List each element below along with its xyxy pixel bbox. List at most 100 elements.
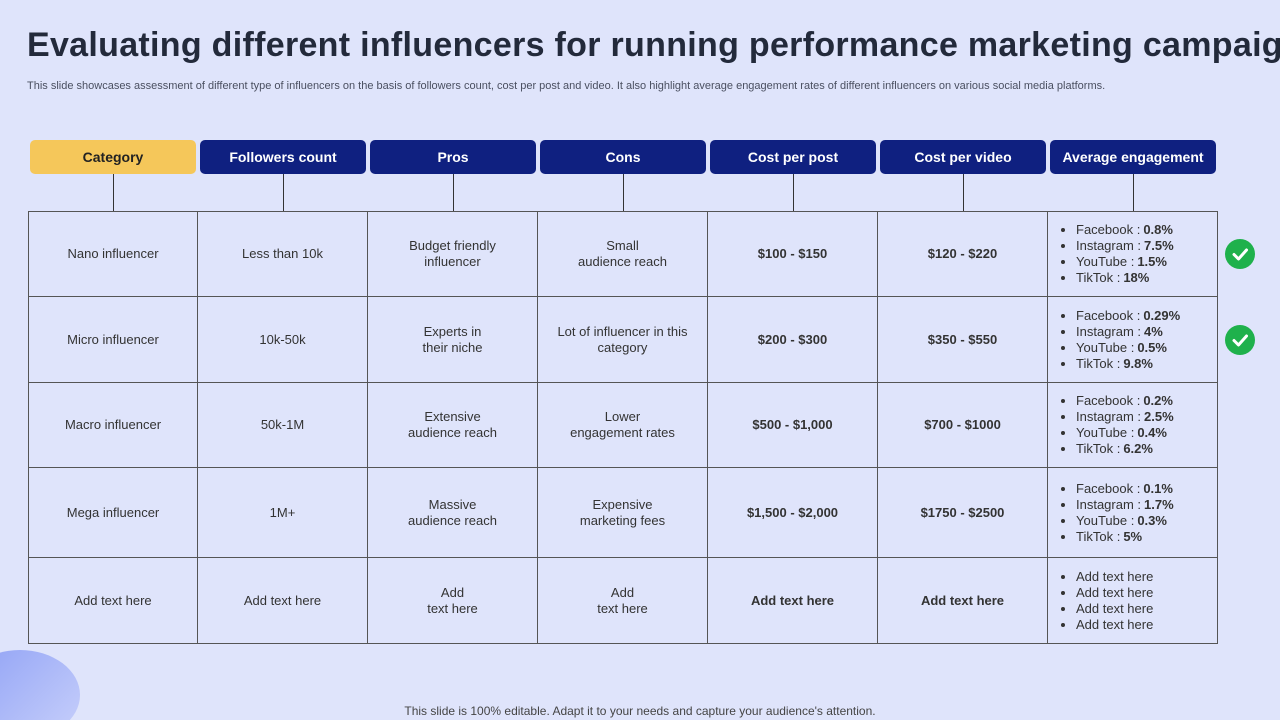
- engagement-item: TikTok :5%: [1076, 529, 1174, 545]
- platform: TikTok :: [1076, 528, 1121, 544]
- platform: Facebook :: [1076, 222, 1141, 237]
- platform: Instagram :: [1076, 496, 1142, 512]
- engagement-cell: Facebook :0.1%Instagram :1.7%YouTube :0.…: [1048, 468, 1218, 558]
- table-cell: Expensive marketing fees: [538, 468, 708, 558]
- table-cell: Lower engagement rates: [538, 383, 708, 468]
- engagement-cell: Facebook :0.8%Instagram :7.5%YouTube :1.…: [1048, 211, 1218, 297]
- table-cell: $100 - $150: [708, 211, 878, 297]
- engagement-value: 1.7%: [1144, 496, 1174, 512]
- table-cell: Lot of influencer in this category: [538, 297, 708, 383]
- table-cell: Add text here: [368, 558, 538, 644]
- engagement-list: Facebook :0.2%Instagram :2.5%YouTube :0.…: [1058, 393, 1174, 457]
- table-cell: 1M+: [198, 468, 368, 558]
- table-cell: Macro influencer: [28, 383, 198, 468]
- engagement-value: 2.5%: [1144, 409, 1174, 424]
- engagement-value: 0.3%: [1137, 512, 1167, 528]
- column-header: Cost per post: [710, 140, 876, 174]
- title: Evaluating different influencers for run…: [27, 26, 1280, 64]
- column-header: Followers count: [200, 140, 366, 174]
- table-cell: Add text here: [198, 558, 368, 644]
- engagement-value: 0.29%: [1143, 307, 1181, 323]
- engagement-value: 7.5%: [1144, 238, 1174, 253]
- connector: [963, 174, 964, 211]
- table-cell: Massive audience reach: [368, 468, 538, 558]
- connector: [113, 174, 114, 211]
- column-header: Cost per video: [880, 140, 1046, 174]
- platform: Facebook :: [1076, 480, 1141, 496]
- engagement-list: Facebook :0.8%Instagram :7.5%YouTube :1.…: [1058, 222, 1174, 286]
- column-header: Category: [30, 140, 196, 174]
- engagement-value: 9.8%: [1123, 355, 1153, 371]
- platform: YouTube :: [1076, 254, 1135, 269]
- column-header: Pros: [370, 140, 536, 174]
- engagement-item: YouTube :1.5%: [1076, 254, 1174, 270]
- engagement-value: 0.8%: [1143, 222, 1173, 237]
- engagement-item: Instagram :2.5%: [1076, 409, 1174, 425]
- platform: Instagram :: [1076, 323, 1142, 339]
- engagement-cell: Facebook :0.2%Instagram :2.5%YouTube :0.…: [1048, 383, 1218, 468]
- engagement-item: Instagram :7.5%: [1076, 238, 1174, 254]
- connector: [1133, 174, 1134, 211]
- engagement-item: Add text here: [1076, 601, 1153, 617]
- table-cell: Mega influencer: [28, 468, 198, 558]
- engagement-item: Instagram :1.7%: [1076, 497, 1174, 513]
- table-cell: $700 - $1000: [878, 383, 1048, 468]
- column-header: Average engagement: [1050, 140, 1216, 174]
- engagement-value: 4%: [1144, 323, 1163, 339]
- engagement-item: TikTok :18%: [1076, 270, 1174, 286]
- engagement-item: Add text here: [1076, 585, 1153, 601]
- engagement-item: YouTube :0.4%: [1076, 425, 1174, 441]
- engagement-value: 0.2%: [1143, 393, 1173, 408]
- table-cell: $1,500 - $2,000: [708, 468, 878, 558]
- engagement-value: 6.2%: [1123, 441, 1153, 456]
- platform: TikTok :: [1076, 270, 1121, 285]
- connector: [623, 174, 624, 211]
- engagement-value: 0.4%: [1137, 425, 1167, 440]
- table-cell: $120 - $220: [878, 211, 1048, 297]
- table-cell: Add text here: [878, 558, 1048, 644]
- platform: YouTube :: [1076, 339, 1135, 355]
- table-cell: Less than 10k: [198, 211, 368, 297]
- engagement-item: Facebook :0.29%: [1076, 308, 1180, 324]
- engagement-item: Add text here: [1076, 569, 1153, 585]
- table-cell: Add text here: [538, 558, 708, 644]
- engagement-value: 18%: [1123, 270, 1150, 285]
- table-cell: 10k-50k: [198, 297, 368, 383]
- engagement-value: 5%: [1123, 528, 1143, 544]
- engagement-item: YouTube :0.3%: [1076, 513, 1174, 529]
- connector: [283, 174, 284, 211]
- check-mark: [1232, 248, 1248, 261]
- table-cell: $350 - $550: [878, 297, 1048, 383]
- table-cell: Add text here: [28, 558, 198, 644]
- table-cell: Small audience reach: [538, 211, 708, 297]
- check-icon: [1225, 239, 1255, 269]
- engagement-item: Add text here: [1076, 617, 1153, 633]
- table-cell: Nano influencer: [28, 211, 198, 297]
- check-icon: [1225, 325, 1255, 355]
- table-cell: Extensive audience reach: [368, 383, 538, 468]
- table-cell: $200 - $300: [708, 297, 878, 383]
- table-cell: $500 - $1,000: [708, 383, 878, 468]
- connector: [793, 174, 794, 211]
- engagement-list: Facebook :0.29%Instagram :4%YouTube :0.5…: [1058, 308, 1180, 372]
- platform: TikTok :: [1076, 441, 1121, 456]
- platform: Facebook :: [1076, 307, 1141, 323]
- table-cell: Budget friendly influencer: [368, 211, 538, 297]
- table-cell: Micro influencer: [28, 297, 198, 383]
- footer: This slide is 100% editable. Adapt it to…: [404, 704, 876, 718]
- platform: Instagram :: [1076, 409, 1142, 424]
- engagement-list: Facebook :0.1%Instagram :1.7%YouTube :0.…: [1058, 481, 1174, 545]
- engagement-item: TikTok :6.2%: [1076, 441, 1174, 457]
- engagement-item: TikTok :9.8%: [1076, 356, 1180, 372]
- platform: TikTok :: [1076, 355, 1121, 371]
- platform: Instagram :: [1076, 238, 1142, 253]
- table-cell: $1750 - $2500: [878, 468, 1048, 558]
- engagement-value: 0.1%: [1143, 480, 1173, 496]
- platform: YouTube :: [1076, 512, 1135, 528]
- engagement-item: Facebook :0.1%: [1076, 481, 1174, 497]
- subtitle: This slide showcases assessment of diffe…: [27, 80, 1106, 92]
- connector: [453, 174, 454, 211]
